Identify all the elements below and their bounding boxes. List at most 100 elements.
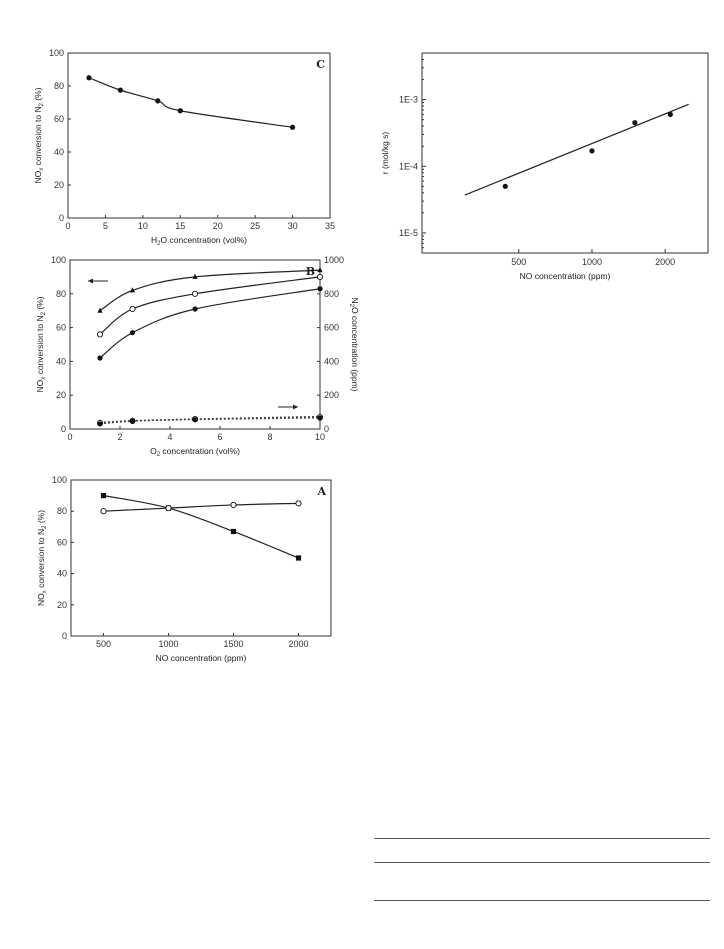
y-tick-label: 100: [51, 255, 66, 265]
y-axis-label: r (mol/kg s): [380, 132, 390, 175]
data-point: [230, 501, 237, 509]
y-tick-label: 40: [56, 356, 66, 366]
panel-label: B: [306, 265, 315, 278]
data-point: [192, 273, 198, 279]
arrow-head: [88, 278, 93, 284]
x-tick-label: 0: [67, 432, 72, 442]
y-tick-label: 0: [59, 213, 64, 223]
arrow-head: [293, 404, 298, 410]
series-line: [99, 417, 321, 425]
x-tick-label: 2: [117, 432, 122, 442]
series-5: [97, 415, 323, 427]
y-tick-label: 20: [54, 180, 64, 190]
data-point: [502, 183, 508, 189]
table-rule-middle: [374, 862, 710, 863]
x-tick-label: 10: [138, 221, 148, 231]
x-tick-label: 35: [325, 221, 335, 231]
arrow-left-axis: [88, 278, 108, 284]
series-line: [88, 77, 293, 128]
y-tick-label: 1E-3: [399, 95, 418, 105]
data-point: [317, 286, 323, 292]
data-point: [100, 493, 107, 499]
series-0: [86, 75, 296, 130]
y-tick-label: 40: [57, 569, 67, 579]
panel-label: C: [316, 58, 325, 71]
x-axis-label: H2O concentration (vol%): [151, 235, 247, 247]
panel-label: A: [316, 485, 326, 498]
y-tick-label: 100: [49, 48, 64, 58]
data-point: [192, 417, 198, 423]
data-point: [129, 287, 136, 293]
arrow-right-axis: [278, 404, 298, 410]
y2-axis-label: N2O concentration (ppm): [348, 297, 360, 391]
x-tick-label: 1000: [158, 639, 178, 649]
series-1: [96, 273, 324, 338]
y-tick-label: 80: [56, 289, 66, 299]
x-tick-label: 5: [103, 221, 108, 231]
y-tick-label: 1E-5: [399, 228, 418, 238]
x-tick-label: 30: [288, 221, 298, 231]
data-point: [316, 273, 324, 280]
x-tick-label: 20: [213, 221, 223, 231]
data-point: [97, 421, 103, 427]
series-0: [100, 493, 302, 561]
data-point: [96, 331, 104, 338]
y-axis-label: NOx conversion to N2 (%): [36, 510, 48, 606]
chart-a: 500 1000 1500 2000 0 20 40 60 80 100 NO concentrat…: [36, 475, 332, 663]
x-tick-label: 0: [65, 221, 70, 231]
data-point: [632, 120, 638, 126]
y-tick-label: 1E-4: [399, 161, 418, 171]
table-rule-bottom: [374, 900, 710, 901]
series-1: [100, 500, 302, 515]
data-point: [317, 266, 323, 273]
series-0: [97, 266, 323, 313]
data-point: [667, 111, 673, 117]
y2-tick-label: 400: [324, 356, 339, 366]
y2-tick-label: 800: [324, 289, 339, 299]
y-tick-label: 0: [61, 424, 66, 434]
y2-tick-label: 200: [324, 390, 339, 400]
x-tick-label: 8: [267, 432, 272, 442]
data-point: [97, 307, 103, 313]
series-0: [502, 111, 673, 189]
y2-tick-label: 0: [324, 424, 329, 434]
data-point: [589, 148, 595, 154]
data-point: [117, 87, 123, 93]
y-tick-label: 20: [57, 600, 67, 610]
series-2: [97, 286, 323, 361]
data-point: [230, 528, 237, 535]
data-point: [295, 500, 302, 507]
y-axis-label: NOx conversion to N2 (%): [33, 87, 45, 183]
series-line: [99, 269, 321, 312]
data-point: [317, 415, 323, 421]
x-tick-label: 6: [217, 432, 222, 442]
data-point: [295, 555, 302, 561]
x-tick-label: 1000: [582, 257, 602, 267]
x-tick-label: 10: [315, 432, 325, 442]
series-line: [99, 415, 321, 423]
plot-frame: [67, 52, 331, 219]
y-tick-label: 100: [52, 475, 67, 485]
y-tick-label: 60: [56, 323, 66, 333]
data-point: [155, 98, 161, 104]
y-tick-label: 40: [54, 147, 64, 157]
data-point: [86, 75, 92, 81]
y2-tick-label: 1000: [324, 255, 344, 265]
data-point: [192, 306, 198, 312]
x-tick-label: 15: [175, 221, 185, 231]
data-point: [129, 418, 136, 424]
x-tick-label: 500: [96, 639, 111, 649]
plot-frame: [69, 259, 321, 430]
plot-frame: [70, 479, 332, 637]
chart-c: 0 5 10 15 20 25 30 35 0 20 40 60 80 100 H2O concentrat…: [33, 48, 335, 247]
x-axis-label: NO concentration (ppm): [156, 653, 247, 663]
y-tick-label: 80: [54, 81, 64, 91]
x-axis-label: NO concentration (ppm): [520, 271, 611, 281]
series-line: [99, 416, 321, 424]
x-axis-label: O2 concentration (vol%): [150, 446, 240, 458]
y-tick-label: 20: [56, 390, 66, 400]
data-point: [97, 355, 103, 361]
data-point: [100, 508, 107, 515]
series-line: [103, 502, 299, 512]
